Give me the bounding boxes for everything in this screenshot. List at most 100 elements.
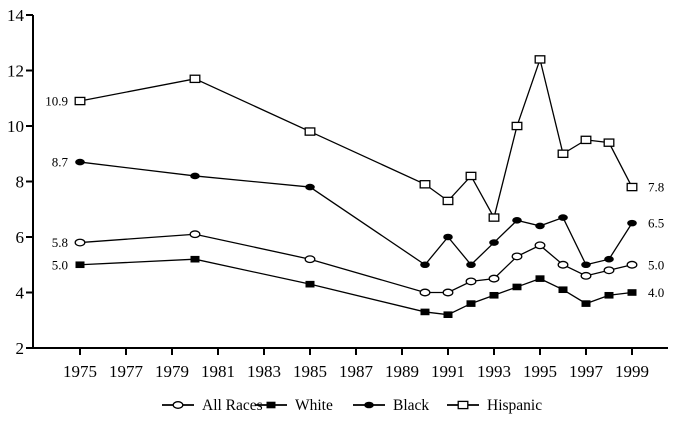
x-axis-tick-label: 1987 (339, 362, 374, 381)
x-axis-tick-label: 1995 (523, 362, 557, 381)
x-axis-tick-label: 1983 (247, 362, 281, 381)
x-axis-tick-label: 1997 (569, 362, 604, 381)
marker-open-square (442, 196, 454, 206)
series-end-value-label: 5.0 (648, 257, 664, 272)
marker-open-square (189, 74, 201, 84)
legend-marker-filled-square (266, 401, 276, 409)
legend-marker-filled-circle (364, 401, 374, 409)
marker-open-circle (74, 238, 86, 247)
marker-filled-square (75, 261, 85, 269)
marker-filled-square (581, 300, 591, 307)
marker-filled-square (512, 283, 522, 291)
marker-filled-circle (558, 214, 568, 221)
x-axis-tick-label: 1981 (201, 362, 235, 381)
series-all-races: 5.8 5.0 (52, 230, 664, 297)
marker-open-square (557, 149, 569, 158)
marker-filled-circle (535, 222, 545, 230)
marker-open-circle (626, 260, 638, 269)
marker-open-square (465, 171, 477, 181)
series-start-value-label: 10.9 (45, 94, 68, 109)
series-hispanic: 10.9 7.8 (45, 55, 664, 222)
marker-open-circle (465, 277, 477, 286)
series-line-hispanic (79, 57, 633, 220)
marker-filled-square (190, 255, 200, 263)
legend-item-all-races: All Races (162, 397, 263, 414)
series-white: 5.0 4.0 (52, 255, 664, 318)
y-axis-tick-label: 8 (16, 173, 25, 192)
legend-item-black: Black (353, 397, 429, 414)
legend-label: Hispanic (487, 397, 542, 414)
x-axis-tick-label: 1977 (109, 362, 144, 381)
marker-filled-circle (443, 233, 453, 241)
marker-filled-circle (512, 217, 522, 224)
marker-open-square (534, 55, 546, 64)
marker-filled-square (466, 300, 476, 307)
legend-item-white: White (255, 397, 333, 414)
legend-label: All Races (202, 397, 263, 414)
marker-filled-square (420, 308, 430, 316)
marker-filled-circle (75, 158, 85, 166)
marker-open-circle (442, 288, 454, 297)
legend-label: White (295, 397, 333, 414)
marker-open-circle (511, 252, 523, 261)
marker-open-square (511, 121, 523, 131)
marker-filled-circle (489, 239, 499, 246)
marker-open-circle (534, 241, 546, 250)
legend-item-hispanic: Hispanic (447, 397, 542, 414)
series-end-value-label: 6.5 (648, 216, 664, 231)
marker-filled-square (535, 275, 545, 282)
series-line-white (79, 258, 633, 316)
y-axis-tick-label: 4 (16, 284, 25, 303)
legend-marker-open-circle (172, 401, 184, 409)
x-axis-tick-label: 1991 (431, 362, 465, 381)
marker-open-circle (419, 288, 431, 297)
marker-open-circle (557, 260, 569, 269)
marker-filled-circle (627, 219, 637, 227)
marker-open-square (419, 180, 431, 189)
legend-marker-open-square (457, 400, 469, 410)
marker-open-square (603, 138, 615, 147)
series-line-black (79, 161, 633, 266)
marker-open-square (74, 96, 86, 106)
series-start-value-label: 5.0 (52, 257, 68, 272)
marker-open-square (580, 135, 592, 145)
y-axis-tick-label: 10 (7, 117, 24, 136)
marker-filled-square (558, 286, 568, 294)
marker-filled-circle (305, 183, 315, 191)
marker-filled-circle (420, 261, 430, 269)
x-axis-tick-label: 1989 (385, 362, 419, 381)
y-axis-tick-label: 2 (16, 339, 25, 358)
legend: All Races White Black Hispanic (162, 397, 542, 414)
y-axis-tick-label: 12 (7, 62, 24, 81)
marker-filled-circle (466, 261, 476, 269)
series-start-value-label: 5.8 (52, 235, 68, 250)
x-axis-tick-label: 1993 (477, 362, 511, 381)
marker-open-square (304, 127, 316, 136)
marker-filled-square (604, 291, 614, 299)
x-axis-tick-label: 1975 (63, 362, 97, 381)
marker-open-circle (488, 274, 500, 283)
marker-open-square (626, 182, 638, 192)
marker-filled-square (443, 311, 453, 318)
series-black: 8.7 6.5 (52, 155, 664, 269)
x-axis-tick-label: 1999 (615, 362, 649, 381)
marker-open-circle (603, 266, 615, 275)
x-axis-tick-label: 1979 (155, 362, 189, 381)
marker-filled-circle (604, 255, 614, 263)
legend-label: Black (393, 397, 429, 414)
marker-open-circle (304, 255, 316, 264)
marker-filled-circle (581, 261, 591, 269)
series-end-value-label: 4.0 (648, 285, 664, 300)
marker-filled-square (489, 291, 499, 299)
marker-open-circle (189, 230, 201, 239)
marker-filled-square (627, 289, 637, 296)
marker-open-square (488, 213, 500, 222)
series-end-value-label: 7.8 (648, 180, 664, 195)
marker-filled-circle (190, 172, 200, 180)
marker-filled-square (305, 280, 315, 288)
y-axis-tick-label: 14 (7, 6, 25, 25)
x-axis-tick-label: 1985 (293, 362, 327, 381)
y-axis-tick-label: 6 (16, 228, 25, 247)
